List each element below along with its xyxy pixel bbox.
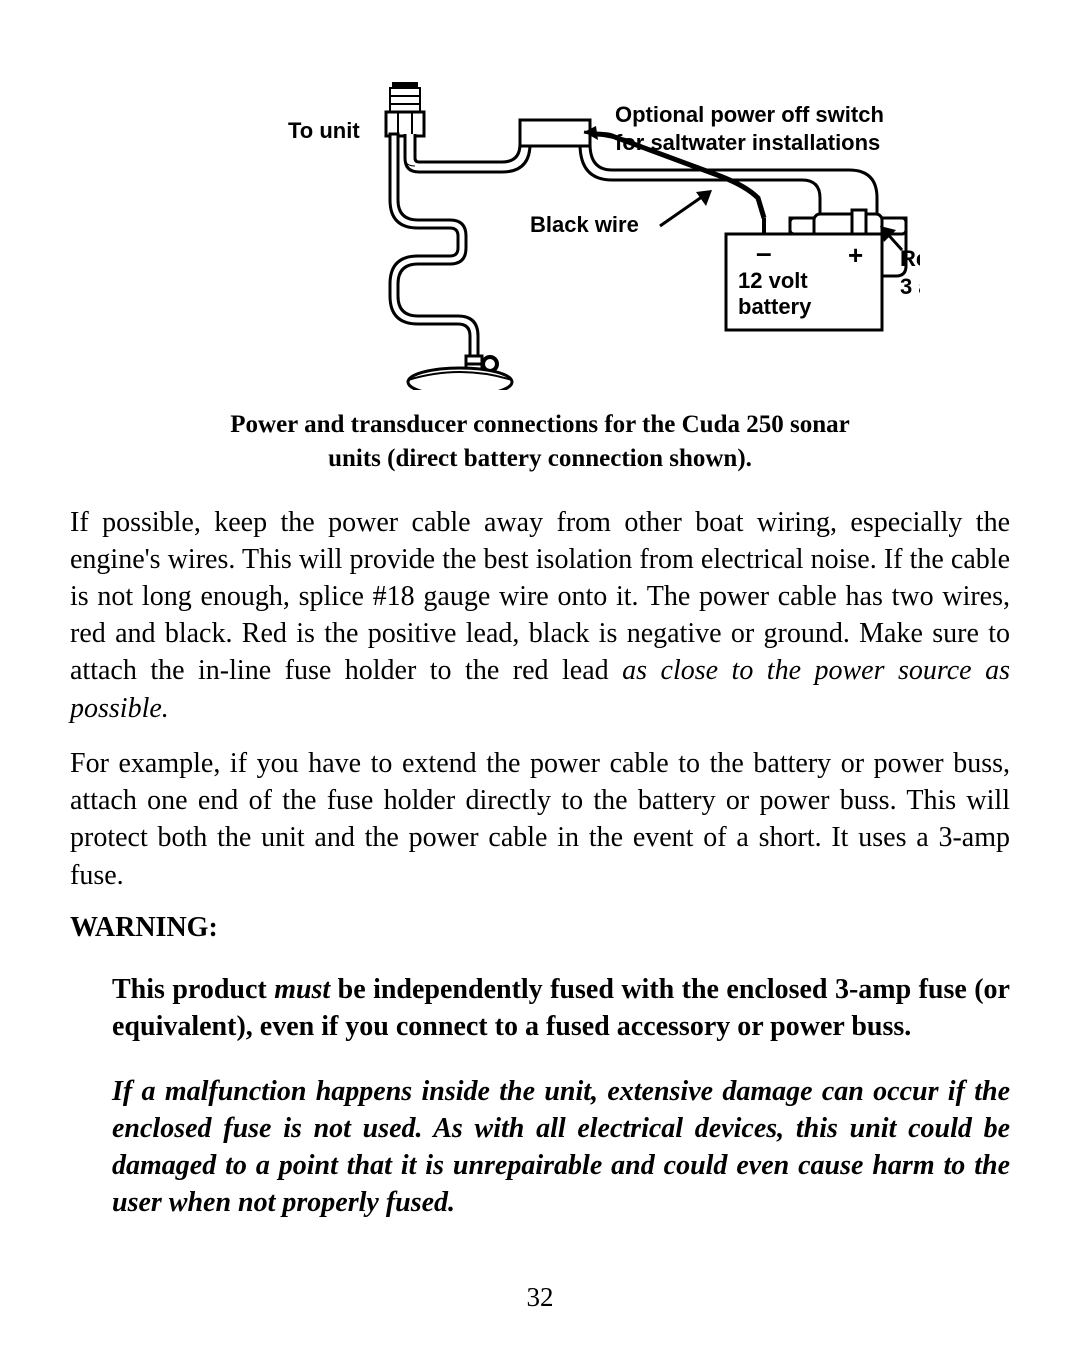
label-red-l2: 3 amp fuse <box>900 274 920 299</box>
transducer-icon <box>408 356 512 390</box>
label-to-unit: To unit <box>288 118 360 143</box>
label-black-wire: Black wire <box>530 212 639 237</box>
figure-caption: Power and transducer connections for the… <box>70 408 1010 476</box>
warn1-a: This product <box>112 974 274 1005</box>
connector-icon <box>386 82 424 136</box>
diagram-container: To unit Optional power off switch for sa… <box>70 80 1010 390</box>
label-switch-l2: for saltwater installations <box>615 130 880 155</box>
label-minus: – <box>756 237 772 268</box>
warning-para-2: If a malfunction happens inside the unit… <box>112 1074 1010 1222</box>
switch-box-icon <box>520 120 590 146</box>
caption-line1: Power and transducer connections for the… <box>230 411 849 438</box>
warning-para-1: This product must be independently fused… <box>112 972 1010 1046</box>
page-number: 32 <box>0 1282 1080 1313</box>
paragraph-1: If possible, keep the power cable away f… <box>70 504 1010 727</box>
label-red-l1: Red wire with <box>900 246 920 271</box>
wiring-diagram: To unit Optional power off switch for sa… <box>160 80 920 390</box>
label-switch-l1: Optional power off switch <box>615 102 884 127</box>
page: To unit Optional power off switch for sa… <box>0 0 1080 1355</box>
caption-line2: units (direct battery connection shown). <box>328 445 752 472</box>
paragraph-2: For example, if you have to extend the p… <box>70 745 1010 894</box>
label-volt-l2: battery <box>738 294 812 319</box>
warning-heading: WARNING: <box>70 912 1010 944</box>
label-volt-l1: 12 volt <box>738 268 808 293</box>
label-plus: + <box>848 240 863 270</box>
warn1-emph: must <box>274 974 330 1005</box>
battery-pos-post <box>852 210 866 234</box>
arrow-to-black-wire <box>660 190 712 226</box>
